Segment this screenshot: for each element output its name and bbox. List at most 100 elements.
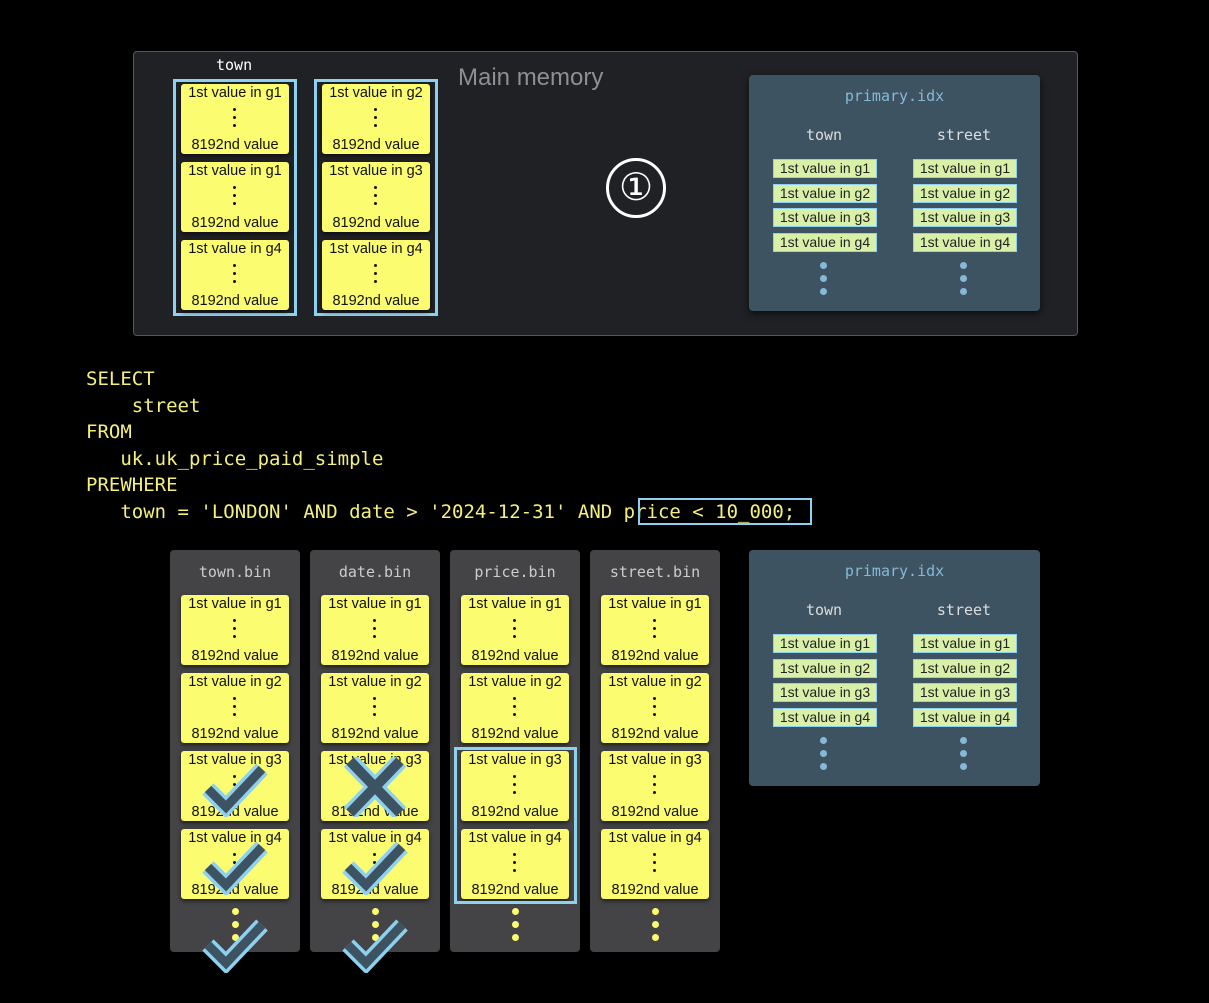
dot — [374, 108, 377, 111]
index-entry: 1st value in g4 — [773, 707, 877, 727]
granule-block: 1st value in g2 8192nd value — [181, 673, 289, 743]
granule-last-value: 8192nd value — [332, 137, 420, 153]
ellipsis-dot — [652, 908, 659, 915]
vertical-ellipsis-icon — [513, 697, 517, 721]
file-name: street.bin — [609, 563, 701, 581]
sql-line: town = 'LONDON' AND date > '2024-12-31' … — [86, 500, 624, 523]
dot — [374, 124, 377, 127]
sql-line: SELECT — [86, 368, 155, 390]
granule-last-value: 8192nd value — [191, 293, 279, 309]
dot — [233, 775, 236, 778]
granule-block: 1st value in g1 8192nd value — [601, 595, 709, 665]
ellipsis-dot — [820, 262, 827, 269]
sql-line: street — [86, 394, 201, 417]
ellipsis-dot — [820, 288, 827, 295]
dot — [233, 116, 236, 119]
dot — [513, 869, 516, 872]
dot — [233, 713, 236, 716]
granule-last-value: 8192nd value — [332, 215, 420, 231]
granule-first-value: 1st value in g4 — [328, 830, 422, 846]
ellipsis-dot — [372, 934, 379, 941]
selected-granules-outline — [454, 747, 577, 904]
index-entry: 1st value in g2 — [773, 658, 877, 678]
vertical-ellipsis-icon — [513, 853, 517, 877]
ellipsis-dot — [820, 275, 827, 282]
ellipsis-dot — [512, 908, 519, 915]
check-icon — [340, 835, 410, 897]
dot — [513, 791, 516, 794]
granule-block: 1st value in g4 8192nd value — [181, 240, 289, 310]
dot — [513, 783, 516, 786]
file-name: date.bin — [338, 563, 412, 581]
ellipsis-dot — [232, 908, 239, 915]
dot — [233, 705, 236, 708]
granule-first-value: 1st value in g3 — [468, 752, 562, 768]
dot — [233, 202, 236, 205]
vertical-ellipsis-icon — [374, 108, 378, 132]
granule-block: 1st value in g1 8192nd value — [181, 84, 289, 154]
sql-line: uk.uk_price_paid_simple — [86, 447, 384, 470]
dot — [374, 186, 377, 189]
dot — [233, 194, 236, 197]
ellipsis-dot — [820, 750, 827, 757]
dot — [233, 635, 236, 638]
index-column-header: street — [936, 126, 992, 144]
vertical-ellipsis-icon — [653, 697, 657, 721]
dot — [513, 619, 516, 622]
granule-first-value: 1st value in g2 — [329, 85, 423, 101]
check-icon — [200, 757, 270, 819]
granule-block: 1st value in g3 8192nd value — [461, 751, 569, 821]
granule-first-value: 1st value in g2 — [468, 674, 562, 690]
primary-index-bottom: primary.idx town 1st value in g1 1st value … — [749, 550, 1040, 786]
sql-highlighted-condition: price < 10_000 — [623, 500, 784, 523]
sql-line: PREWHERE — [86, 474, 178, 497]
check-icon — [340, 913, 410, 975]
index-column-header: town — [805, 601, 843, 619]
dot — [374, 194, 377, 197]
dot — [513, 705, 516, 708]
sql-end: ; — [783, 500, 796, 523]
ellipsis-dot — [372, 921, 379, 928]
granule-block: 1st value in g2 8192nd value — [321, 673, 429, 743]
ellipsis-dot — [820, 737, 827, 744]
index-entry: 1st value in g1 — [773, 159, 877, 178]
ellipsis-dot — [232, 921, 239, 928]
dot — [653, 783, 656, 786]
index-title: primary.idx — [844, 562, 945, 580]
ellipsis-dot — [652, 934, 659, 941]
granule-first-value: 1st value in g3 — [188, 752, 282, 768]
dot — [373, 635, 376, 638]
sql-query: SELECT street FROM uk.uk_price_paid_simp… — [86, 366, 795, 526]
dot — [373, 713, 376, 716]
column-group-outline — [173, 79, 297, 316]
granule-last-value: 8192nd value — [331, 726, 419, 742]
ellipsis-dot — [960, 288, 967, 295]
granule-last-value: 8192nd value — [611, 882, 699, 898]
dot — [233, 853, 236, 856]
vertical-ellipsis-icon — [233, 108, 237, 132]
index-entry: 1st value in g1 — [773, 634, 877, 653]
dot — [233, 186, 236, 189]
index-entry: 1st value in g4 — [773, 232, 877, 252]
dot — [653, 869, 656, 872]
granule-block: 1st value in g3 8192nd value — [322, 162, 430, 232]
index-entry: 1st value in g3 — [913, 683, 1017, 702]
vertical-ellipsis-icon — [653, 775, 657, 799]
index-entry: 1st value in g2 — [913, 183, 1017, 203]
index-entry: 1st value in g3 — [773, 683, 877, 702]
granule-first-value: 1st value in g2 — [188, 674, 282, 690]
dot — [653, 713, 656, 716]
granule-first-value: 1st value in g2 — [608, 674, 702, 690]
vertical-ellipsis-icon — [513, 775, 517, 799]
granule-first-value: 1st value in g4 — [188, 241, 282, 257]
dot — [513, 713, 516, 716]
granule-block: 1st value in g4 8192nd value — [601, 829, 709, 899]
dot — [653, 635, 656, 638]
primary-index-top: primary.idx town 1st value in g1 1st value … — [749, 75, 1040, 311]
granule-last-value: 8192nd value — [471, 726, 559, 742]
vertical-ellipsis-icon — [233, 264, 237, 288]
granule-block: 1st value in g4 8192nd value — [461, 829, 569, 899]
dot — [653, 791, 656, 794]
ellipsis-dot — [960, 737, 967, 744]
index-entry: 1st value in g2 — [773, 183, 877, 203]
